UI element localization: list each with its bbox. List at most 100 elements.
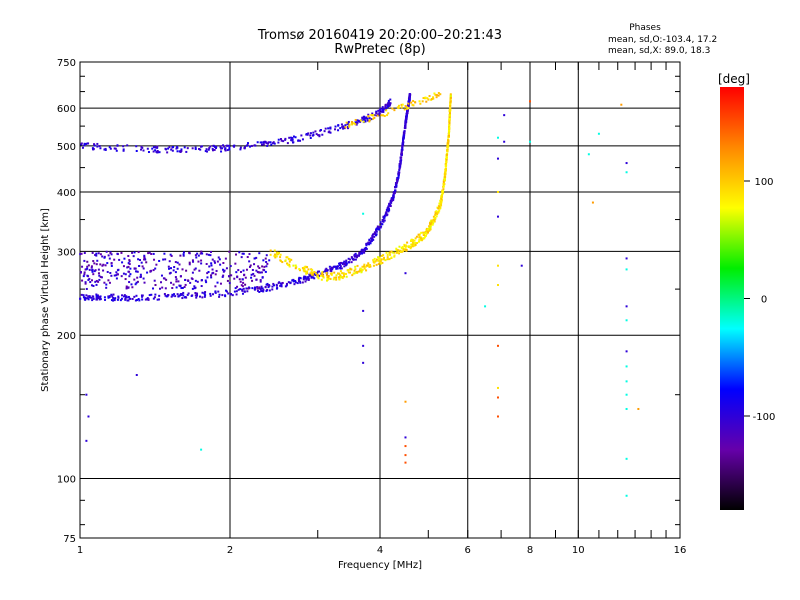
o-trace-point (156, 145, 159, 148)
x-trace-point (428, 227, 431, 230)
o-trace-point (212, 144, 215, 147)
x-trace-point (376, 114, 379, 117)
o-trace-point (403, 131, 406, 134)
x-trace-point (322, 274, 325, 277)
o-cluster-point (208, 265, 211, 268)
o-trace-point (343, 260, 346, 263)
x-tick-label: 1 (77, 545, 83, 556)
o-cluster-point (191, 259, 194, 262)
o-trace-point (220, 147, 223, 150)
x-trace-point (301, 267, 304, 270)
o-trace-point (395, 178, 398, 181)
o-trace-point (306, 277, 309, 280)
o-trace-point (329, 269, 332, 272)
o-trace-point (355, 119, 358, 122)
o-trace-point (194, 294, 197, 297)
x-tick-label: 4 (377, 545, 383, 556)
x-trace-point (333, 271, 336, 274)
o-cluster-point (236, 285, 239, 288)
x-trace-point (397, 252, 400, 255)
o-trace-point (361, 248, 364, 251)
x-trace-point (361, 265, 364, 268)
o-cluster-point (108, 281, 111, 284)
o-cluster-point (223, 269, 226, 272)
o-cluster-point (251, 268, 254, 271)
scatter-point (625, 365, 628, 368)
x-trace-point (290, 258, 293, 261)
o-cluster-point (106, 270, 109, 273)
x-tick-label: 16 (674, 545, 687, 556)
o-trace-point (151, 147, 154, 150)
o-trace-point (224, 148, 227, 151)
o-trace-point (318, 270, 321, 273)
o-trace-point (395, 184, 398, 187)
x-trace-point (410, 101, 413, 104)
x-trace-point (429, 224, 432, 227)
o-trace-point (93, 144, 96, 147)
o-trace-point (388, 209, 391, 212)
o-trace-point (381, 219, 384, 222)
x-trace-point (392, 251, 395, 254)
o-trace-point (168, 146, 171, 149)
o-trace-point (347, 120, 350, 123)
o-trace-point (194, 146, 197, 149)
x-trace-point (327, 275, 330, 278)
x-trace-point (442, 188, 445, 191)
x-trace-point (356, 264, 359, 267)
o-cluster-point (218, 258, 221, 261)
o-trace-point (86, 297, 89, 300)
x-trace-point (438, 202, 441, 205)
x-trace-point (429, 220, 432, 223)
o-cluster-point (137, 258, 140, 261)
o-trace-point (350, 256, 353, 259)
o-trace-point (401, 142, 404, 145)
o-cluster-point (222, 270, 225, 273)
o-trace-point (79, 297, 82, 300)
o-cluster-point (238, 278, 241, 281)
o-trace-point (401, 139, 404, 142)
x-trace-point (382, 258, 385, 261)
o-cluster-point (121, 261, 124, 264)
x-trace-point (391, 107, 394, 110)
x-trace-point (335, 276, 338, 279)
x-trace-point (276, 252, 279, 255)
o-cluster-point (181, 268, 184, 271)
o-trace-point (98, 296, 101, 299)
o-cluster-point (199, 252, 202, 255)
o-cluster-point (170, 254, 173, 257)
o-trace-point (343, 126, 346, 129)
x-trace-point (404, 104, 407, 107)
scatter-point (496, 344, 499, 347)
scatter-point (85, 393, 88, 396)
o-trace-point (377, 228, 380, 231)
o-cluster-point (219, 263, 222, 266)
o-trace-point (243, 290, 246, 293)
x-trace-point (315, 272, 318, 275)
x-trace-point (399, 250, 402, 253)
o-trace-point (271, 285, 274, 288)
o-trace-point (292, 141, 295, 144)
o-cluster-point (241, 278, 244, 281)
o-cluster-point (86, 260, 89, 263)
o-cluster-point (258, 252, 261, 255)
x-trace-point (426, 97, 429, 100)
o-trace-point (92, 297, 95, 300)
o-trace-point (186, 147, 189, 150)
o-cluster-point (128, 259, 131, 262)
o-trace-point (281, 281, 284, 284)
o-cluster-point (133, 278, 136, 281)
o-cluster-point (97, 280, 100, 283)
o-trace-point (88, 296, 91, 299)
o-trace-point (342, 125, 345, 128)
x-trace-point (316, 273, 319, 276)
o-cluster-point (179, 275, 182, 278)
o-trace-point (112, 299, 115, 302)
o-trace-point (352, 258, 355, 261)
o-trace-point (375, 228, 378, 231)
o-cluster-point (198, 269, 201, 272)
o-trace-point (124, 295, 127, 298)
colorbar-label: [deg] (718, 72, 750, 86)
o-trace-point (180, 150, 183, 153)
o-cluster-point (172, 283, 175, 286)
o-trace-point (116, 144, 119, 147)
